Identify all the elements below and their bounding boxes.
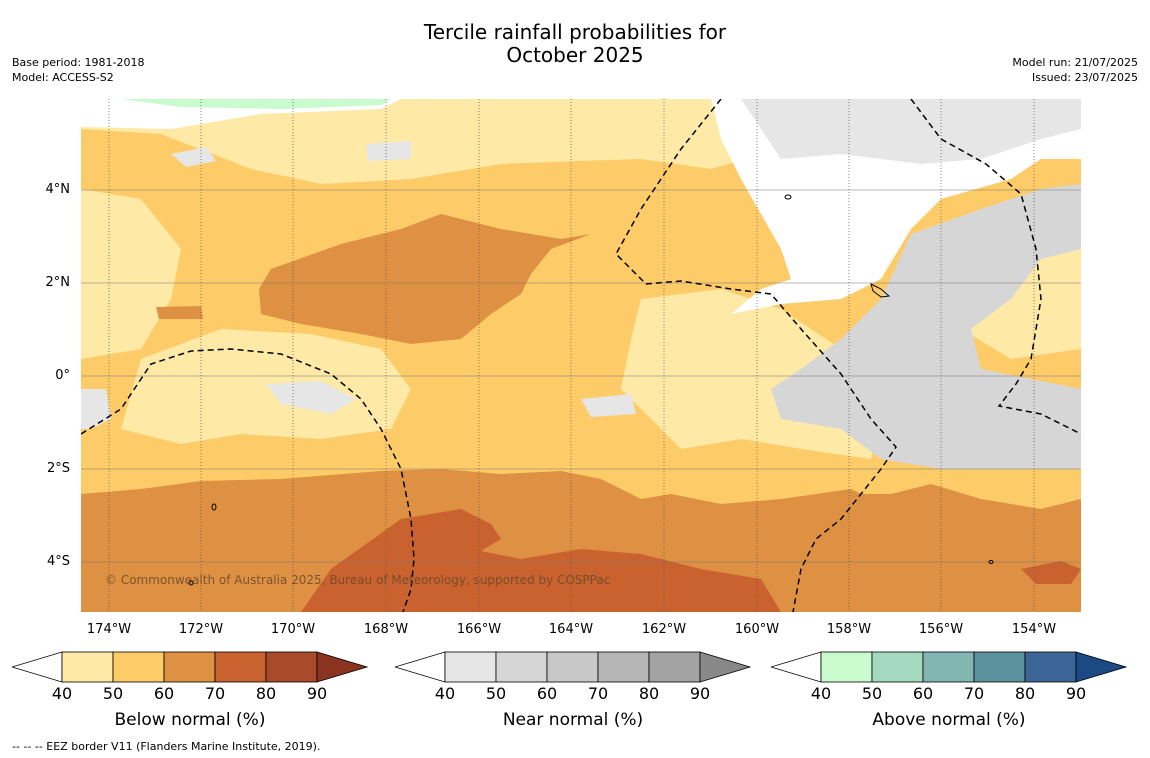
map-title-line1: Tercile rainfall probabilities for	[423, 20, 727, 44]
colorbar-segment	[444, 651, 497, 683]
model-name: Model: ACCESS-S2	[12, 71, 114, 84]
colorbar-segment	[597, 651, 650, 683]
near-40-50-central	[581, 394, 636, 417]
colorbar-segment	[214, 651, 267, 683]
lat-label: 4°N	[45, 182, 71, 197]
lon-label: 158°W	[826, 622, 872, 637]
near-50-60-east	[771, 184, 1081, 469]
colorbar-extend-high	[316, 651, 368, 683]
below-70-80-south	[301, 509, 781, 612]
colorbar-tick-label: 80	[255, 684, 277, 703]
colorbar-segment	[648, 651, 701, 683]
colorbar-tick-label: 90	[1065, 684, 1087, 703]
near-40-50-north-east	[741, 99, 1081, 164]
lon-label: 160°W	[734, 622, 780, 637]
lon-label: 172°W	[178, 622, 224, 637]
colorbar-above-normal	[771, 651, 1127, 683]
below-60-70-small	[156, 306, 203, 319]
base-info: Base period: 1981-2018 Model: ACCESS-S2	[12, 55, 144, 85]
colorbar-segment	[163, 651, 216, 683]
colorbar-tick-label: 70	[204, 684, 226, 703]
colorbar-tick-label: 80	[1014, 684, 1036, 703]
latitude-gridlines	[81, 189, 1081, 563]
colorbar-near-normal	[395, 651, 751, 683]
lon-label: 168°W	[363, 622, 409, 637]
colorbar-tick-label: 50	[485, 684, 507, 703]
colorbar-tick-label: 60	[912, 684, 934, 703]
colorbar-segment	[973, 651, 1026, 683]
lon-label: 156°W	[918, 622, 964, 637]
colorbar-segment	[265, 651, 318, 683]
below-40-50-equator	[121, 329, 411, 444]
lon-label: 164°W	[548, 622, 594, 637]
lat-label: 2°S	[46, 461, 70, 476]
colorbar-tick-label: 40	[51, 684, 73, 703]
issued-date: Issued: 23/07/2025	[1031, 71, 1138, 84]
colorbar-tick-label: 40	[810, 684, 832, 703]
above-40-50-north	[121, 99, 391, 109]
colorbar-segment	[820, 651, 873, 683]
colorbar-tick-label: 60	[536, 684, 558, 703]
below-70-80-east	[1021, 561, 1081, 584]
eez-footnote: -- -- -- EEZ border V11 (Flanders Marine…	[12, 740, 321, 753]
colorbar-tick-label: 90	[689, 684, 711, 703]
lon-label: 154°W	[1011, 622, 1057, 637]
colorbar-segment	[1024, 651, 1077, 683]
colorbar-title-near: Near normal (%)	[502, 710, 644, 730]
colorbar-segment	[871, 651, 924, 683]
near-40-50-patch	[171, 147, 216, 167]
near-40-50-equator	[266, 381, 356, 414]
colorbar-tick-label: 90	[306, 684, 328, 703]
colorbar-segment	[546, 651, 599, 683]
eez-borders	[81, 99, 1081, 612]
colorbar-segment	[112, 651, 165, 683]
colorbar-segment	[61, 651, 114, 683]
lat-label: 0°	[55, 368, 70, 383]
colorbar-extend-low	[395, 651, 446, 683]
colorbar-title-below: Below normal (%)	[114, 710, 266, 730]
run-info: Model run: 21/07/2025 Issued: 23/07/2025	[1012, 55, 1138, 85]
colorbar-tick-label: 50	[861, 684, 883, 703]
base-period: Base period: 1981-2018	[12, 56, 145, 69]
colorbar-tick-label: 40	[434, 684, 456, 703]
colorbar-tick-label: 50	[102, 684, 124, 703]
map-canvas	[81, 99, 1081, 612]
colorbar-below-normal	[12, 651, 368, 683]
colorbar-extend-low	[12, 651, 63, 683]
below-60-70-blob	[259, 214, 591, 344]
colorbar-extend-low	[771, 651, 822, 683]
colorbar-segment	[922, 651, 975, 683]
colorbar-tick-label: 70	[587, 684, 609, 703]
lon-label: 170°W	[270, 622, 316, 637]
lat-label: 2°N	[45, 275, 71, 290]
colorbar-tick-label: 70	[963, 684, 985, 703]
lon-label: 162°W	[641, 622, 687, 637]
colorbar-tick-label: 80	[638, 684, 660, 703]
islands	[188, 194, 994, 586]
near-40-50-west	[81, 389, 111, 429]
colorbar-title-above: Above normal (%)	[872, 710, 1026, 730]
colorbar-extend-high	[1075, 651, 1127, 683]
colorbar-tick-label: 60	[153, 684, 175, 703]
rainfall-probability-map	[81, 99, 1081, 612]
colorbar-extend-high	[699, 651, 751, 683]
lon-label: 174°W	[86, 622, 132, 637]
map-title-line2: October 2025	[506, 43, 644, 67]
near-40-50-patch-2	[366, 141, 411, 161]
lat-label: 4°S	[46, 554, 70, 569]
copyright-notice: © Commonwealth of Australia 2025, Bureau…	[105, 573, 611, 587]
colorbar-segment	[495, 651, 548, 683]
below-40-50-west	[81, 189, 181, 359]
model-run: Model run: 21/07/2025	[1012, 56, 1138, 69]
lon-label: 166°W	[456, 622, 502, 637]
